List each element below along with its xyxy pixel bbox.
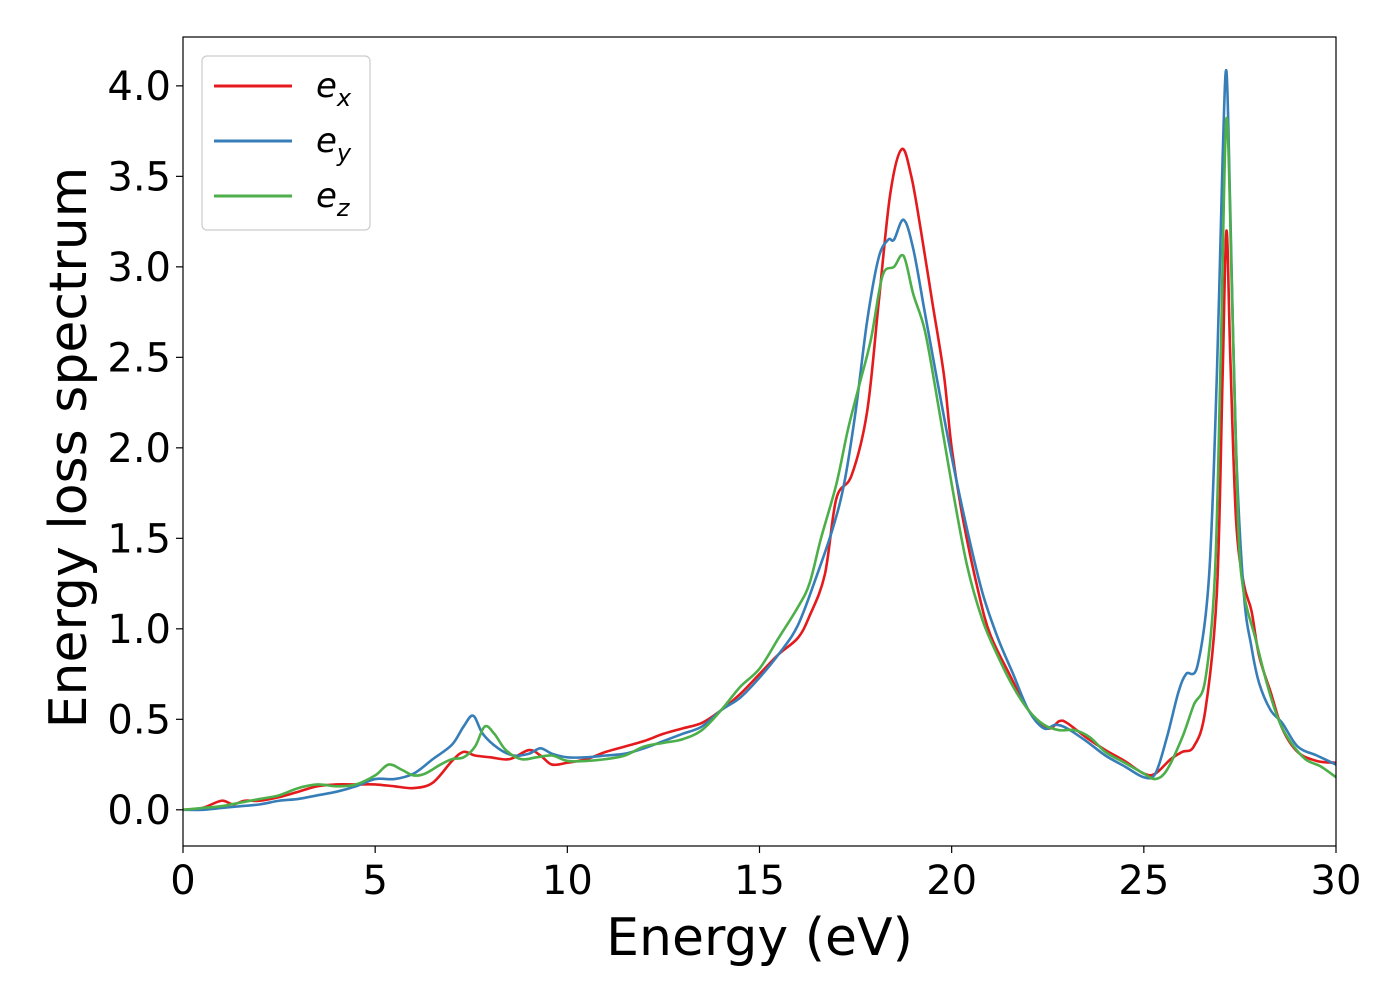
y-tick-label: 2.0 <box>107 426 171 472</box>
x-tick-label: 15 <box>734 858 785 904</box>
y-tick-label: 0.0 <box>107 788 171 834</box>
y-tick-label: 4.0 <box>107 64 171 110</box>
series-line-e-z <box>183 117 1336 812</box>
x-tick-label: 20 <box>926 858 977 904</box>
x-tick-label: 5 <box>362 858 387 904</box>
y-tick-label: 0.5 <box>107 697 171 743</box>
legend-label-subscript: x <box>336 84 352 112</box>
series-line-e-x <box>183 147 1336 812</box>
y-tick-label: 2.5 <box>107 335 171 381</box>
x-tick-label: 30 <box>1311 858 1362 904</box>
x-tick-label: 25 <box>1118 858 1169 904</box>
x-axis: 0 5 10 15 20 25 30 <box>170 846 1361 904</box>
series-line-e-y <box>183 68 1336 812</box>
y-tick-label: 1.0 <box>107 607 171 653</box>
y-tick-label: 3.5 <box>107 154 171 200</box>
x-tick-label: 10 <box>542 858 593 904</box>
y-tick-label: 1.5 <box>107 516 171 562</box>
legend-label: ex <box>316 66 352 112</box>
legend-label-main: e <box>316 121 337 161</box>
y-axis: 0.0 0.5 1.0 1.5 2.0 2.5 3.0 3.5 4.0 <box>107 64 183 834</box>
legend-label: ez <box>316 176 351 222</box>
legend-box <box>201 55 371 231</box>
x-axis-title: Energy (eV) <box>606 908 913 968</box>
y-tick-label: 3.0 <box>107 245 171 291</box>
legend-label-subscript: z <box>336 194 351 222</box>
legend-label: ey <box>316 121 352 167</box>
legend-label-main: e <box>316 176 337 216</box>
legend-label-subscript: y <box>336 139 352 167</box>
x-tick-label: 0 <box>170 858 195 904</box>
y-axis-title: Energy loss spectrum <box>39 167 99 729</box>
plot-lines <box>183 68 1336 812</box>
legend-label-main: e <box>316 66 337 106</box>
